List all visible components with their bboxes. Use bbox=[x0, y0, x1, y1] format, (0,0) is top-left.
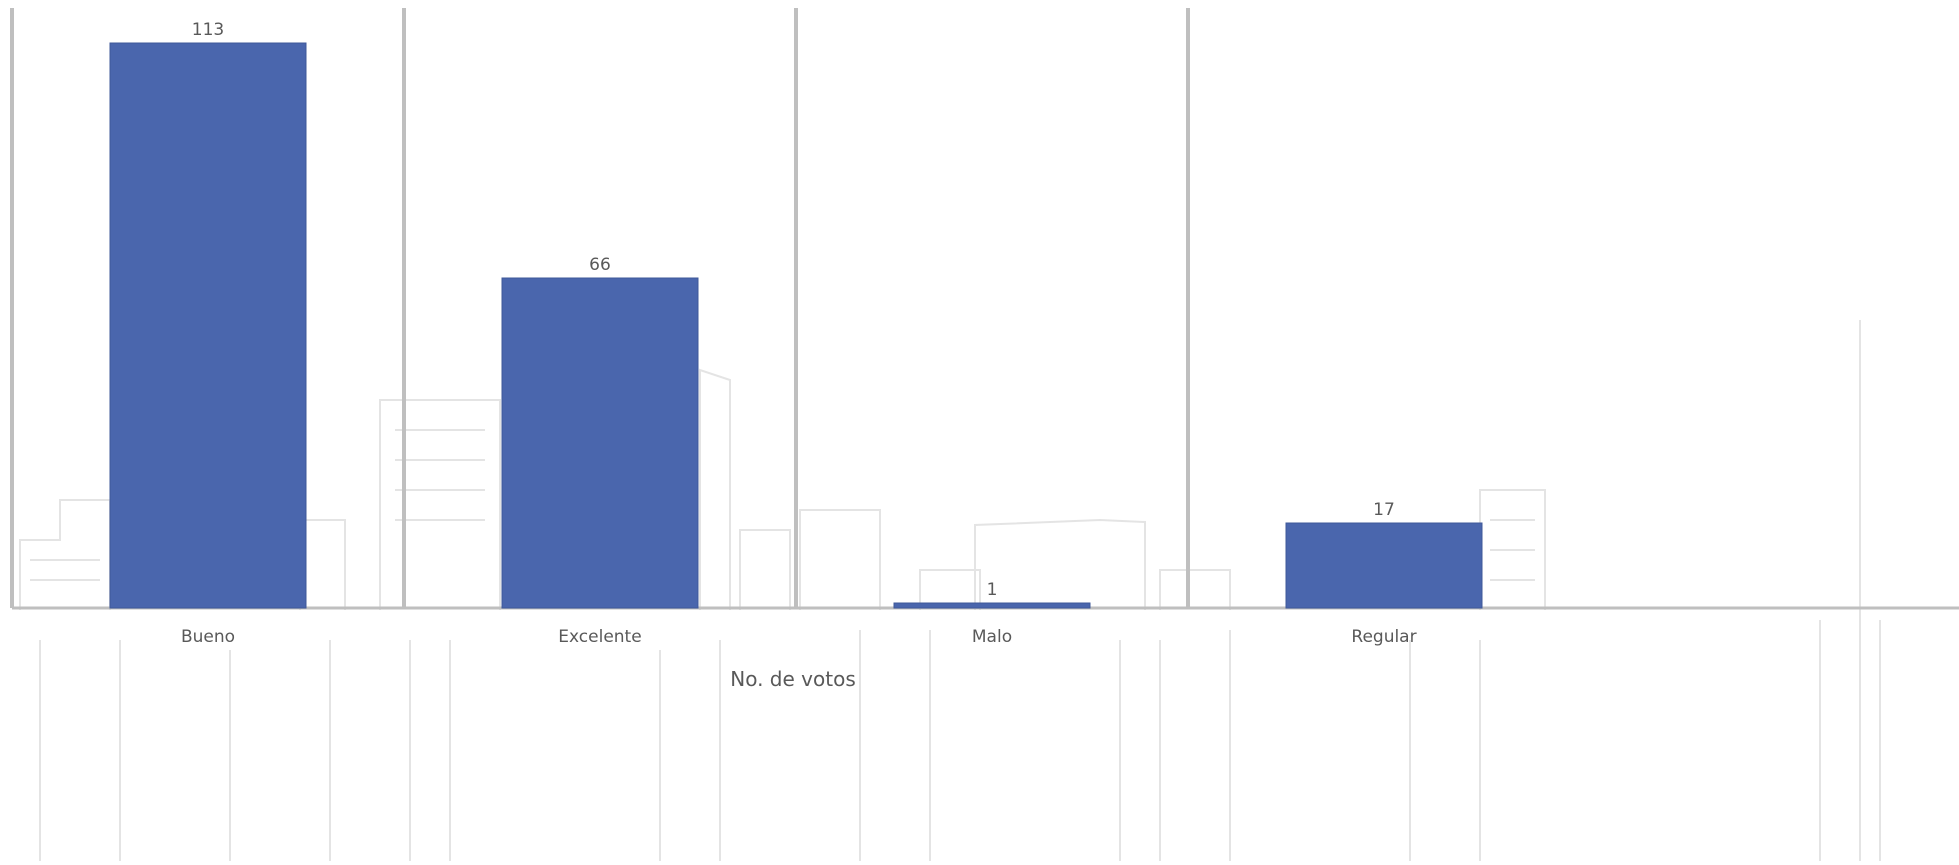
data-labels: 113 66 1 17 bbox=[192, 20, 1395, 600]
bar-excelente bbox=[501, 277, 699, 609]
data-label-regular: 17 bbox=[1373, 500, 1395, 520]
category-label-malo: Malo bbox=[972, 627, 1012, 647]
data-label-bueno: 113 bbox=[192, 20, 224, 40]
category-label-excelente: Excelente bbox=[558, 627, 641, 647]
category-label-regular: Regular bbox=[1351, 627, 1416, 647]
bar-malo bbox=[893, 602, 1091, 609]
bar-regular bbox=[1285, 522, 1483, 609]
data-label-excelente: 66 bbox=[589, 255, 611, 275]
category-separators bbox=[10, 8, 1190, 608]
bar-bueno bbox=[109, 42, 307, 609]
category-labels: Bueno Excelente Malo Regular bbox=[181, 627, 1417, 647]
category-label-bueno: Bueno bbox=[181, 627, 235, 647]
bar-series bbox=[109, 42, 1483, 609]
x-axis-title: No. de votos bbox=[730, 667, 856, 691]
data-label-malo: 1 bbox=[987, 580, 998, 600]
